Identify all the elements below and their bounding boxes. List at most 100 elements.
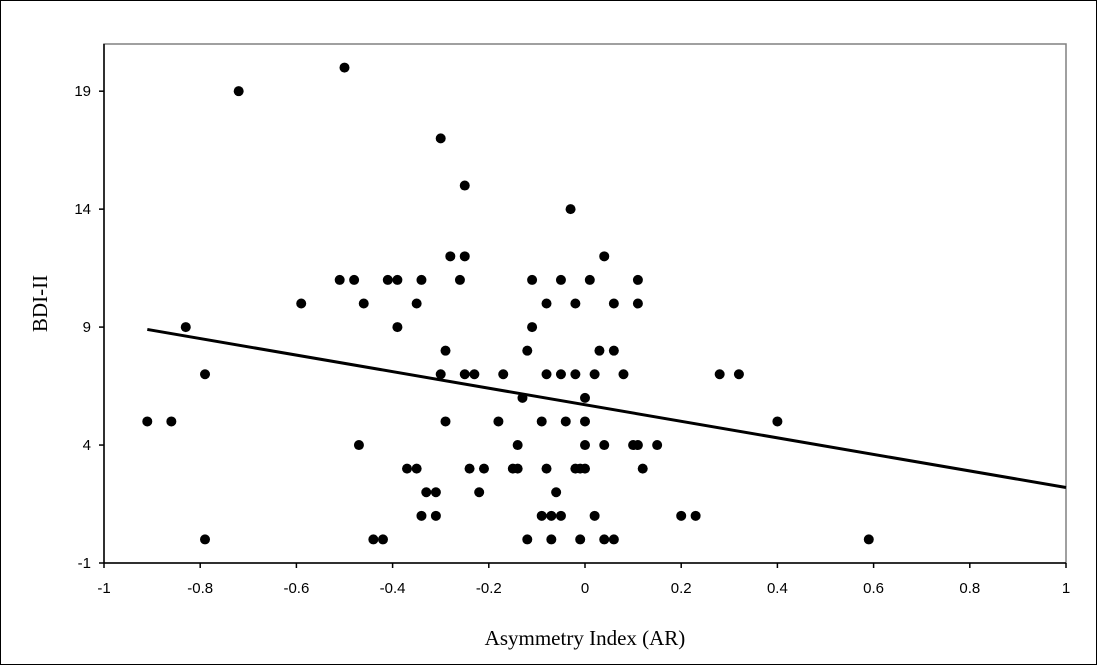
y-tick-label: -1 bbox=[78, 555, 91, 572]
x-axis-title: Asymmetry Index (AR) bbox=[485, 626, 686, 650]
data-point bbox=[863, 534, 874, 545]
data-point bbox=[512, 463, 523, 474]
data-point bbox=[584, 274, 595, 285]
data-point bbox=[353, 440, 364, 451]
data-point bbox=[459, 369, 470, 380]
data-point bbox=[368, 534, 379, 545]
data-point bbox=[377, 534, 388, 545]
data-point bbox=[599, 251, 610, 262]
x-tick-label: 0.2 bbox=[671, 580, 692, 597]
data-point bbox=[358, 298, 369, 309]
data-point bbox=[180, 322, 191, 333]
data-point bbox=[541, 369, 552, 380]
data-point bbox=[416, 510, 427, 521]
y-axis-ticks: -1 4 9 14 19 bbox=[74, 83, 104, 572]
data-point bbox=[676, 510, 687, 521]
data-point bbox=[402, 463, 413, 474]
data-point bbox=[430, 510, 441, 521]
data-point bbox=[580, 392, 590, 403]
data-point bbox=[541, 298, 552, 309]
data-point bbox=[608, 298, 619, 309]
data-point bbox=[632, 298, 643, 309]
data-point bbox=[296, 298, 307, 309]
data-point bbox=[459, 180, 470, 191]
data-point bbox=[142, 416, 153, 427]
x-tick-label: -0.4 bbox=[380, 580, 406, 597]
data-point bbox=[334, 274, 345, 285]
data-point bbox=[580, 463, 590, 474]
data-point bbox=[411, 298, 422, 309]
data-point bbox=[512, 440, 523, 451]
data-point bbox=[551, 487, 562, 498]
data-point bbox=[546, 534, 557, 545]
data-point bbox=[637, 463, 648, 474]
data-point bbox=[200, 534, 211, 545]
data-point bbox=[733, 369, 744, 380]
data-point bbox=[498, 369, 509, 380]
y-tick-label: 4 bbox=[83, 437, 91, 454]
data-point bbox=[570, 369, 581, 380]
y-tick-label: 9 bbox=[83, 319, 91, 336]
data-point bbox=[454, 274, 465, 285]
data-point bbox=[435, 133, 446, 144]
data-point bbox=[589, 510, 600, 521]
data-point bbox=[589, 369, 600, 380]
data-point bbox=[435, 369, 446, 380]
data-point bbox=[541, 463, 552, 474]
y-tick-label: 19 bbox=[74, 83, 91, 100]
data-point bbox=[349, 274, 360, 285]
data-point bbox=[522, 345, 533, 356]
data-point bbox=[474, 487, 485, 498]
data-point bbox=[555, 369, 566, 380]
data-point bbox=[459, 251, 470, 262]
x-tick-label: 0.8 bbox=[959, 580, 980, 597]
data-point bbox=[440, 345, 451, 356]
x-tick-label: -1 bbox=[97, 580, 110, 597]
x-tick-label: 0.4 bbox=[767, 580, 788, 597]
y-tick-label: 14 bbox=[74, 201, 91, 218]
data-point bbox=[570, 298, 581, 309]
data-point bbox=[416, 274, 427, 285]
data-point bbox=[594, 345, 605, 356]
data-point bbox=[527, 274, 538, 285]
data-point bbox=[580, 440, 590, 451]
data-point bbox=[233, 86, 244, 97]
data-point bbox=[632, 274, 643, 285]
data-points bbox=[142, 62, 874, 545]
data-point bbox=[690, 510, 701, 521]
data-point bbox=[464, 463, 475, 474]
data-point bbox=[411, 463, 422, 474]
data-point bbox=[536, 416, 547, 427]
x-axis-ticks: -1 -0.8 -0.6 -0.4 -0.2 0 0.2 0.4 0.6 0.8 1 bbox=[97, 563, 1070, 597]
data-point bbox=[575, 534, 586, 545]
x-tick-label: 0.6 bbox=[863, 580, 884, 597]
data-point bbox=[555, 274, 566, 285]
data-point bbox=[478, 463, 489, 474]
data-point bbox=[608, 345, 619, 356]
data-point bbox=[421, 487, 432, 498]
data-point bbox=[599, 440, 610, 451]
data-point bbox=[714, 369, 725, 380]
data-point bbox=[527, 322, 538, 333]
data-point bbox=[200, 369, 211, 380]
x-tick-label: -0.2 bbox=[476, 580, 502, 597]
data-point bbox=[440, 416, 451, 427]
data-point bbox=[618, 369, 629, 380]
data-point bbox=[580, 416, 590, 427]
data-point bbox=[339, 62, 350, 73]
data-point bbox=[652, 440, 663, 451]
data-point bbox=[166, 416, 177, 427]
data-point bbox=[608, 534, 619, 545]
data-point bbox=[536, 510, 547, 521]
data-point bbox=[382, 274, 393, 285]
plot-area bbox=[103, 43, 1067, 564]
data-point bbox=[469, 369, 480, 380]
x-tick-label: 0 bbox=[581, 580, 589, 597]
data-point bbox=[522, 534, 533, 545]
x-tick-label: 1 bbox=[1062, 580, 1070, 597]
data-point bbox=[493, 416, 504, 427]
data-point bbox=[392, 322, 403, 333]
data-point bbox=[599, 534, 610, 545]
